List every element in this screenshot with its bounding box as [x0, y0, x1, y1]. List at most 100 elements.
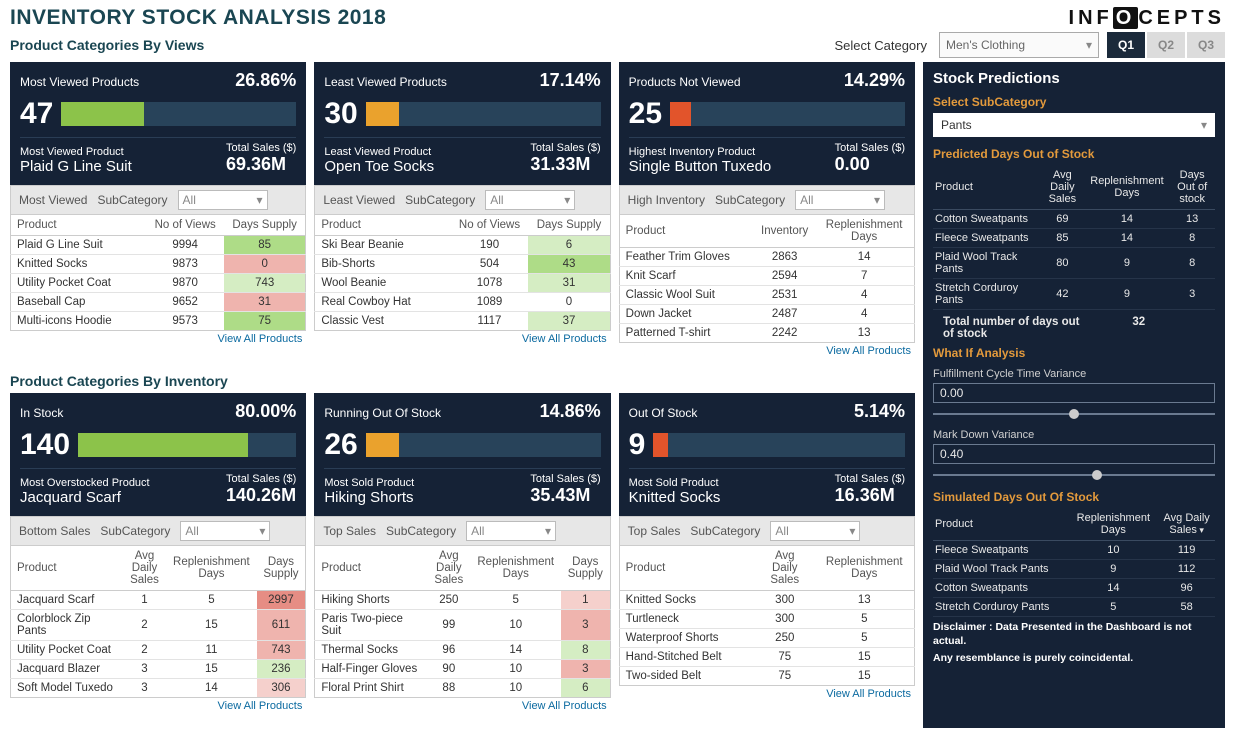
chevron-down-icon — [564, 193, 570, 207]
card-sub-value: 31.33M — [530, 154, 600, 175]
card-value-label: Total Sales ($) — [226, 473, 296, 485]
view-all-link[interactable]: View All Products — [314, 331, 610, 355]
card-sub-value: 35.43M — [530, 485, 600, 506]
table-row: Utility Pocket Coat9870743 — [11, 274, 306, 293]
card-sub-name: Jacquard Scarf — [20, 489, 150, 506]
subcategory-filter-dropdown[interactable]: All — [180, 521, 270, 541]
table-row: Patterned T-shirt224213 — [619, 324, 914, 343]
table-row: Stretch Corduroy Pants4293 — [933, 279, 1215, 310]
table-row: Bib-Shorts50443 — [315, 255, 610, 274]
chevron-down-icon — [1201, 118, 1207, 132]
table-row: Utility Pocket Coat211743 — [11, 641, 306, 660]
quarter-q3-button[interactable]: Q3 — [1187, 32, 1225, 58]
fcv-slider[interactable] — [933, 407, 1215, 421]
data-table: ProductAvg Daily SalesReplenishment Days… — [10, 545, 306, 698]
table-row: Knitted Socks98730 — [11, 255, 306, 274]
whatif-label: What If Analysis — [933, 346, 1215, 360]
fcv-value[interactable]: 0.00 — [933, 383, 1215, 403]
brand-logo: INFOCEPTS — [1069, 7, 1225, 30]
card-bar — [366, 433, 601, 457]
filter-label: Top Sales — [628, 524, 681, 538]
chevron-down-icon — [1086, 38, 1092, 52]
card-sub-label: Most Sold Product — [629, 477, 721, 489]
section-views-title: Product Categories By Views — [10, 37, 204, 53]
card-bar — [366, 102, 601, 126]
table-row: Ski Bear Beanie1906 — [315, 236, 610, 255]
subcategory-label: SubCategory — [386, 524, 456, 538]
card-sub-value: 69.36M — [226, 154, 296, 175]
total-days-label: Total number of days out of stock — [943, 316, 1092, 340]
table-row: Feather Trim Gloves286314 — [619, 248, 914, 267]
table-row: Multi-icons Hoodie957375 — [11, 312, 306, 331]
table-row: Cotton Sweatpants691413 — [933, 210, 1215, 229]
card-sub-value: 16.36M — [835, 485, 905, 506]
card-sub-label: Highest Inventory Product — [629, 146, 772, 158]
card-number: 26 — [324, 428, 357, 462]
table-row: Knitted Socks30013 — [619, 591, 914, 610]
table-row: Two-sided Belt7515 — [619, 667, 914, 686]
subcategory-filter-dropdown[interactable]: All — [795, 190, 885, 210]
disclaimer-line2: Any resemblance is purely coincidental. — [933, 652, 1215, 666]
table-row: Jacquard Blazer315236 — [11, 660, 306, 679]
filter-bar: Top Sales SubCategory All — [314, 516, 610, 545]
table-row: Floral Print Shirt88106 — [315, 679, 610, 698]
table-row: Half-Finger Gloves90103 — [315, 660, 610, 679]
total-days-value: 32 — [1109, 316, 1168, 340]
table-row: Turtleneck3005 — [619, 610, 914, 629]
subcategory-label: SubCategory — [715, 193, 785, 207]
subcategory-filter-dropdown[interactable]: All — [466, 521, 556, 541]
stock-predictions-panel: Stock Predictions Select SubCategory Pan… — [923, 62, 1225, 728]
chevron-down-icon — [874, 193, 880, 207]
category-dropdown[interactable]: Men's Clothing — [939, 32, 1099, 58]
card-sub-value: 0.00 — [835, 154, 905, 175]
card-percent: 17.14% — [540, 70, 601, 91]
data-table: ProductAvg Daily SalesReplenishment Days… — [314, 545, 610, 698]
data-table: ProductInventoryReplenishment DaysFeathe… — [619, 214, 915, 343]
table-row: Soft Model Tuxedo314306 — [11, 679, 306, 698]
table-row: Classic Wool Suit25314 — [619, 286, 914, 305]
card-title: Least Viewed Products — [324, 75, 447, 89]
view-all-link[interactable]: View All Products — [619, 343, 915, 367]
filter-bar: Top Sales SubCategory All — [619, 516, 915, 545]
card-sub-name: Single Button Tuxedo — [629, 158, 772, 175]
subcategory-dropdown[interactable]: Pants — [933, 113, 1215, 137]
quarter-q1-button[interactable]: Q1 — [1107, 32, 1145, 58]
table-row: Down Jacket24874 — [619, 305, 914, 324]
section-inventory-title: Product Categories By Inventory — [10, 373, 915, 389]
simulated-label: Simulated Days Out Of Stock — [933, 490, 1215, 504]
card-sub-name: Open Toe Socks — [324, 158, 434, 175]
view-all-link[interactable]: View All Products — [619, 686, 915, 710]
card-title: Most Viewed Products — [20, 75, 139, 89]
table-row: Knit Scarf25947 — [619, 267, 914, 286]
view-all-link[interactable]: View All Products — [10, 331, 306, 355]
filter-bar: Bottom Sales SubCategory All — [10, 516, 306, 545]
quarter-q2-button[interactable]: Q2 — [1147, 32, 1185, 58]
subcategory-label: SubCategory — [405, 193, 475, 207]
table-row: Waterproof Shorts2505 — [619, 629, 914, 648]
card-sub-value: 140.26M — [226, 485, 296, 506]
card-title: Running Out Of Stock — [324, 406, 441, 420]
data-table: ProductNo of ViewsDays SupplyPlaid G Lin… — [10, 214, 306, 331]
view-all-link[interactable]: View All Products — [10, 698, 306, 722]
metric-card: Most Viewed Products26.86% 47 Most Viewe… — [10, 62, 306, 185]
data-table: ProductNo of ViewsDays SupplySki Bear Be… — [314, 214, 610, 331]
table-row: Wool Beanie107831 — [315, 274, 610, 293]
card-percent: 26.86% — [235, 70, 296, 91]
subcategory-filter-dropdown[interactable]: All — [178, 190, 268, 210]
subcategory-filter-dropdown[interactable]: All — [770, 521, 860, 541]
table-row: Classic Vest111737 — [315, 312, 610, 331]
card-value-label: Total Sales ($) — [835, 142, 905, 154]
data-table: ProductAvg Daily SalesReplenishment Days… — [619, 545, 915, 686]
card-value-label: Total Sales ($) — [835, 473, 905, 485]
card-sub-name: Knitted Socks — [629, 489, 721, 506]
table-row: Paris Two-piece Suit99103 — [315, 610, 610, 641]
view-all-link[interactable]: View All Products — [314, 698, 610, 722]
mdv-slider[interactable] — [933, 468, 1215, 482]
table-row: Real Cowboy Hat10890 — [315, 293, 610, 312]
select-subcategory-label: Select SubCategory — [933, 95, 1215, 109]
card-bar — [670, 102, 905, 126]
card-value-label: Total Sales ($) — [530, 473, 600, 485]
subcategory-filter-dropdown[interactable]: All — [485, 190, 575, 210]
mdv-value[interactable]: 0.40 — [933, 444, 1215, 464]
card-percent: 80.00% — [235, 401, 296, 422]
